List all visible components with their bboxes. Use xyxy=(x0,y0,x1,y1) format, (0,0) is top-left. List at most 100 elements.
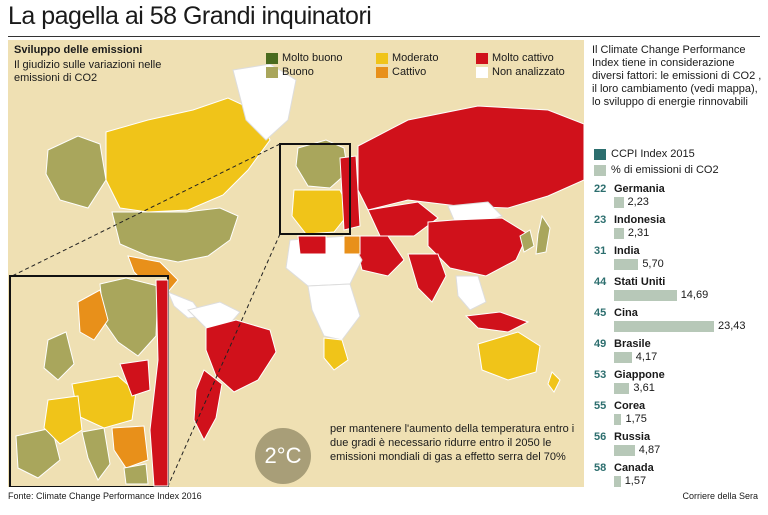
emission-share-bar xyxy=(614,228,624,239)
legend-item-cattivo: Cattivo xyxy=(376,66,426,78)
country-name: Russia xyxy=(614,431,651,443)
emission-share-value: 1,57 xyxy=(624,475,647,487)
region-india xyxy=(407,253,447,303)
region-southeast-asia xyxy=(455,275,487,311)
region-usa xyxy=(111,207,239,263)
legend-label: Moderato xyxy=(392,52,439,64)
legend-label: Cattivo xyxy=(392,66,427,78)
region-middle-east xyxy=(353,235,405,277)
map-heading: Sviluppo delle emissioni xyxy=(14,44,143,56)
legend-item-buono: Buono xyxy=(266,66,314,78)
country-name: Giappone xyxy=(614,369,665,381)
title-rule xyxy=(8,36,760,37)
legend-swatch xyxy=(476,52,488,64)
region-egypt xyxy=(343,235,361,255)
legend-label: % di emissioni di CO2 xyxy=(611,164,719,176)
ccpi-rank: 58 xyxy=(594,462,607,474)
legend-swatch xyxy=(376,66,388,78)
region-south-africa xyxy=(323,337,349,371)
region-japan xyxy=(535,214,551,255)
ccpi-rank: 44 xyxy=(594,276,607,288)
temperature-note: per mantenere l'aumento della temperatur… xyxy=(330,423,575,463)
region-australia xyxy=(477,331,541,381)
region-central-africa xyxy=(307,283,361,341)
country-name: Germania xyxy=(614,183,665,195)
ranking-row: 22 Germania 2,23 xyxy=(594,183,764,214)
inset-greece xyxy=(123,463,149,485)
country-name: Corea xyxy=(614,400,646,412)
emission-share-value: 14,69 xyxy=(680,289,709,301)
ranking-row: 49 Brasile 4,17 xyxy=(594,338,764,369)
ranking-row: 55 Corea 1,75 xyxy=(594,400,764,431)
ranking-label: 56 Russia xyxy=(594,431,650,443)
ccpi-rank: 55 xyxy=(594,400,607,412)
legend-swatch xyxy=(594,164,606,176)
legend-item-molto-cattivo: Molto cattivo xyxy=(476,52,554,64)
emission-share-bar xyxy=(614,414,622,425)
ranking-label: 58 Canada xyxy=(594,462,654,474)
emission-share-value: 23,43 xyxy=(718,320,746,332)
emission-share-bar xyxy=(614,476,621,487)
zoom-connector-bottom xyxy=(167,233,281,487)
emission-share-value: 4,17 xyxy=(635,351,658,363)
emission-share-bar xyxy=(614,259,639,270)
inset-russia-east xyxy=(149,279,169,487)
ccpi-rank: 53 xyxy=(594,369,607,381)
region-canada xyxy=(105,97,271,213)
emission-share-bar xyxy=(614,383,630,394)
emission-share-bar xyxy=(614,321,714,332)
ccpi-rank: 49 xyxy=(594,338,607,350)
region-south-america-north xyxy=(187,301,241,329)
europe-inset xyxy=(9,275,169,487)
region-argentina xyxy=(193,369,223,442)
region-new-zealand xyxy=(547,371,561,393)
legend-label: Molto cattivo xyxy=(492,52,554,64)
region-kazakhstan xyxy=(367,201,439,237)
source-note: Fonte: Climate Change Performance Index … xyxy=(8,491,202,501)
emission-share-value: 5,70 xyxy=(642,258,664,270)
legend-label: Non analizzato xyxy=(492,66,565,78)
ranking-row: 58 Canada 1,57 xyxy=(594,462,764,493)
page-title: La pagella ai 58 Grandi inquinatori xyxy=(8,2,372,30)
ccpi-rank: 31 xyxy=(594,245,607,257)
emission-share-value: 4,87 xyxy=(638,444,661,456)
ranking-row: 56 Russia 4,87 xyxy=(594,431,764,462)
legend-label: CCPI Index 2015 xyxy=(611,148,695,160)
legend-swatch xyxy=(266,52,278,64)
emission-share-value: 1,75 xyxy=(625,413,647,425)
inset-france xyxy=(43,395,83,445)
ranking-row: 45 Cina 23,43 xyxy=(594,307,764,338)
region-algeria xyxy=(297,235,327,255)
emission-share-value: 3,61 xyxy=(633,382,655,394)
region-china xyxy=(427,217,529,277)
europe-zoom-frame xyxy=(279,143,351,235)
ccpi-rank: 22 xyxy=(594,183,607,195)
share-legend-item: % di emissioni di CO2 xyxy=(594,164,719,176)
country-name: India xyxy=(614,245,640,257)
country-name: Indonesia xyxy=(614,214,666,226)
region-russia xyxy=(357,105,584,211)
ranking-row: 44 Stati Uniti 14,69 xyxy=(594,276,764,307)
credit-note: Corriere della Sera xyxy=(682,491,758,501)
inset-scandinavia xyxy=(99,277,159,357)
ranking-label: 53 Giappone xyxy=(594,369,665,381)
ranking-label: 45 Cina xyxy=(594,307,638,319)
inset-italy xyxy=(81,427,111,481)
map-description: Il giudizio sulle variazioni nelle emiss… xyxy=(14,59,162,84)
legend-item-non-analizzato: Non analizzato xyxy=(476,66,565,78)
legend-item-molto-buono: Molto buono xyxy=(266,52,343,64)
legend-swatch xyxy=(594,148,606,160)
ranking-label: 44 Stati Uniti xyxy=(594,276,665,288)
region-greenland xyxy=(232,63,297,141)
ranking-label: 55 Corea xyxy=(594,400,645,412)
ccpi-rank: 45 xyxy=(594,307,607,319)
ranking-row: 53 Giappone 3,61 xyxy=(594,369,764,400)
inset-balkans xyxy=(111,425,149,469)
legend-label: Molto buono xyxy=(282,52,343,64)
emission-share-bar xyxy=(614,352,632,363)
region-alaska xyxy=(45,135,107,209)
ccpi-rank: 23 xyxy=(594,214,607,226)
country-name: Canada xyxy=(614,462,654,474)
ranking-row: 23 Indonesia 2,31 xyxy=(594,214,764,245)
legend-swatch xyxy=(266,66,278,78)
